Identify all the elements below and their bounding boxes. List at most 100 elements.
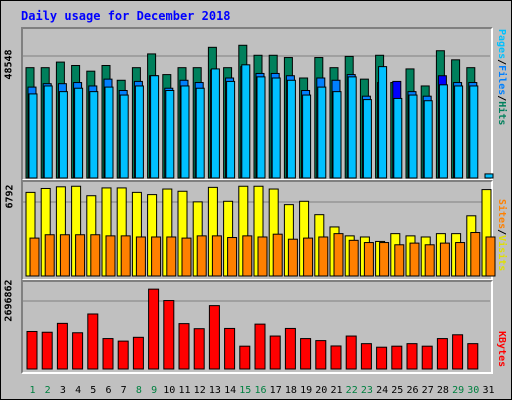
x-tick-day-2: 2 xyxy=(45,385,51,396)
bar-kbytes-day-1 xyxy=(26,330,38,370)
bar-pages-day-20 xyxy=(317,86,327,179)
bar-kbytes-day-2 xyxy=(41,331,53,370)
bar-kbytes-day-5 xyxy=(87,313,99,370)
bar-sites-day-20 xyxy=(318,236,329,277)
bar-pages-day-28 xyxy=(438,84,448,179)
bar-pages-day-10 xyxy=(165,90,175,179)
bar-kbytes-day-23 xyxy=(360,343,372,370)
bar-kbytes-day-16 xyxy=(254,323,266,370)
x-tick-day-27: 27 xyxy=(422,385,434,396)
bar-kbytes-day-22 xyxy=(345,335,357,370)
bar-sites-day-16 xyxy=(257,236,268,277)
x-tick-day-25: 25 xyxy=(391,385,403,396)
x-tick-day-21: 21 xyxy=(330,385,342,396)
bar-kbytes-day-7 xyxy=(117,340,129,370)
bar-sites-day-13 xyxy=(211,235,222,277)
bar-pages-day-2 xyxy=(43,85,53,179)
bar-sites-day-5 xyxy=(90,234,101,277)
x-tick-day-31: 31 xyxy=(482,385,494,396)
bar-pages-day-1 xyxy=(28,93,38,179)
x-tick-day-24: 24 xyxy=(376,385,388,396)
bar-pages-day-23 xyxy=(362,99,372,179)
bar-kbytes-day-29 xyxy=(452,334,464,370)
bar-sites-day-19 xyxy=(303,237,314,277)
bar-sites-day-30 xyxy=(470,232,481,277)
x-tick-day-28: 28 xyxy=(437,385,449,396)
x-tick-day-12: 12 xyxy=(194,385,206,396)
bar-kbytes-day-28 xyxy=(436,338,448,370)
bar-pages-day-17 xyxy=(271,77,281,179)
x-tick-day-4: 4 xyxy=(75,385,81,396)
bar-kbytes-day-24 xyxy=(376,346,388,370)
bar-sites-day-7 xyxy=(120,235,131,277)
bar-sites-day-21 xyxy=(333,233,344,277)
x-tick-day-8: 8 xyxy=(136,385,142,396)
bar-kbytes-day-9 xyxy=(148,288,160,370)
bar-sites-day-10 xyxy=(166,236,177,277)
bar-sites-day-26 xyxy=(409,242,420,277)
bar-pages-day-14 xyxy=(226,80,236,179)
bar-kbytes-day-10 xyxy=(163,300,175,370)
bar-pages-day-8 xyxy=(134,85,144,179)
x-tick-day-19: 19 xyxy=(300,385,312,396)
bar-sites-day-12 xyxy=(196,235,207,277)
bar-pages-day-13 xyxy=(210,68,220,179)
bar-kbytes-day-19 xyxy=(300,338,312,370)
bar-kbytes-day-17 xyxy=(269,335,281,370)
bar-pages-day-15 xyxy=(241,64,251,179)
bar-kbytes-day-4 xyxy=(72,332,84,370)
bar-pages-day-25 xyxy=(393,97,403,179)
x-tick-day-20: 20 xyxy=(315,385,327,396)
bar-pages-day-11 xyxy=(180,85,190,179)
x-tick-day-14: 14 xyxy=(224,385,236,396)
bar-sites-day-18 xyxy=(287,238,298,277)
x-tick-day-11: 11 xyxy=(178,385,190,396)
bar-pages-day-27 xyxy=(423,100,433,179)
bar-kbytes-day-15 xyxy=(239,345,251,370)
bar-kbytes-day-12 xyxy=(193,328,205,370)
x-tick-day-22: 22 xyxy=(346,385,358,396)
bar-pages-day-24 xyxy=(378,66,388,179)
bar-sites-day-8 xyxy=(135,236,146,277)
bar-pages-day-26 xyxy=(408,94,418,179)
x-tick-day-17: 17 xyxy=(270,385,282,396)
bar-kbytes-day-18 xyxy=(284,327,296,370)
bar-sites-day-3 xyxy=(59,234,70,277)
x-tick-day-18: 18 xyxy=(285,385,297,396)
x-tick-day-7: 7 xyxy=(121,385,127,396)
chart-title: Daily usage for December 2018 xyxy=(21,9,231,23)
bar-sites-day-6 xyxy=(105,235,116,277)
bar-sites-day-9 xyxy=(151,236,162,277)
bar-sites-day-27 xyxy=(424,244,435,277)
bar-sites-day-1 xyxy=(29,237,40,277)
bar-pages-day-18 xyxy=(286,79,296,179)
bar-sites-day-15 xyxy=(242,235,253,277)
bar-sites-day-22 xyxy=(348,239,359,277)
bar-sites-day-14 xyxy=(227,237,238,277)
x-tick-day-9: 9 xyxy=(151,385,157,396)
bar-kbytes-day-21 xyxy=(330,345,342,370)
x-tick-day-29: 29 xyxy=(452,385,464,396)
x-tick-day-15: 15 xyxy=(239,385,251,396)
x-tick-day-16: 16 xyxy=(254,385,266,396)
x-tick-day-26: 26 xyxy=(406,385,418,396)
bar-kbytes-day-14 xyxy=(224,327,236,370)
bar-kbytes-day-6 xyxy=(102,338,114,370)
x-tick-day-10: 10 xyxy=(163,385,175,396)
bar-sites-day-31 xyxy=(485,236,496,277)
bar-pages-day-4 xyxy=(74,87,84,179)
bar-pages-day-3 xyxy=(58,91,68,179)
bar-pages-day-9 xyxy=(150,75,160,179)
bar-kbytes-day-27 xyxy=(421,345,433,370)
bar-pages-day-22 xyxy=(347,76,357,179)
bar-pages-day-16 xyxy=(256,76,266,179)
x-tick-day-5: 5 xyxy=(90,385,96,396)
bar-pages-day-6 xyxy=(104,86,114,179)
bar-kbytes-day-30 xyxy=(467,343,479,370)
bar-pages-day-19 xyxy=(302,94,312,179)
x-tick-day-6: 6 xyxy=(105,385,111,396)
bar-pages-day-5 xyxy=(89,91,99,179)
bar-sites-day-2 xyxy=(44,234,55,277)
x-tick-day-30: 30 xyxy=(467,385,479,396)
